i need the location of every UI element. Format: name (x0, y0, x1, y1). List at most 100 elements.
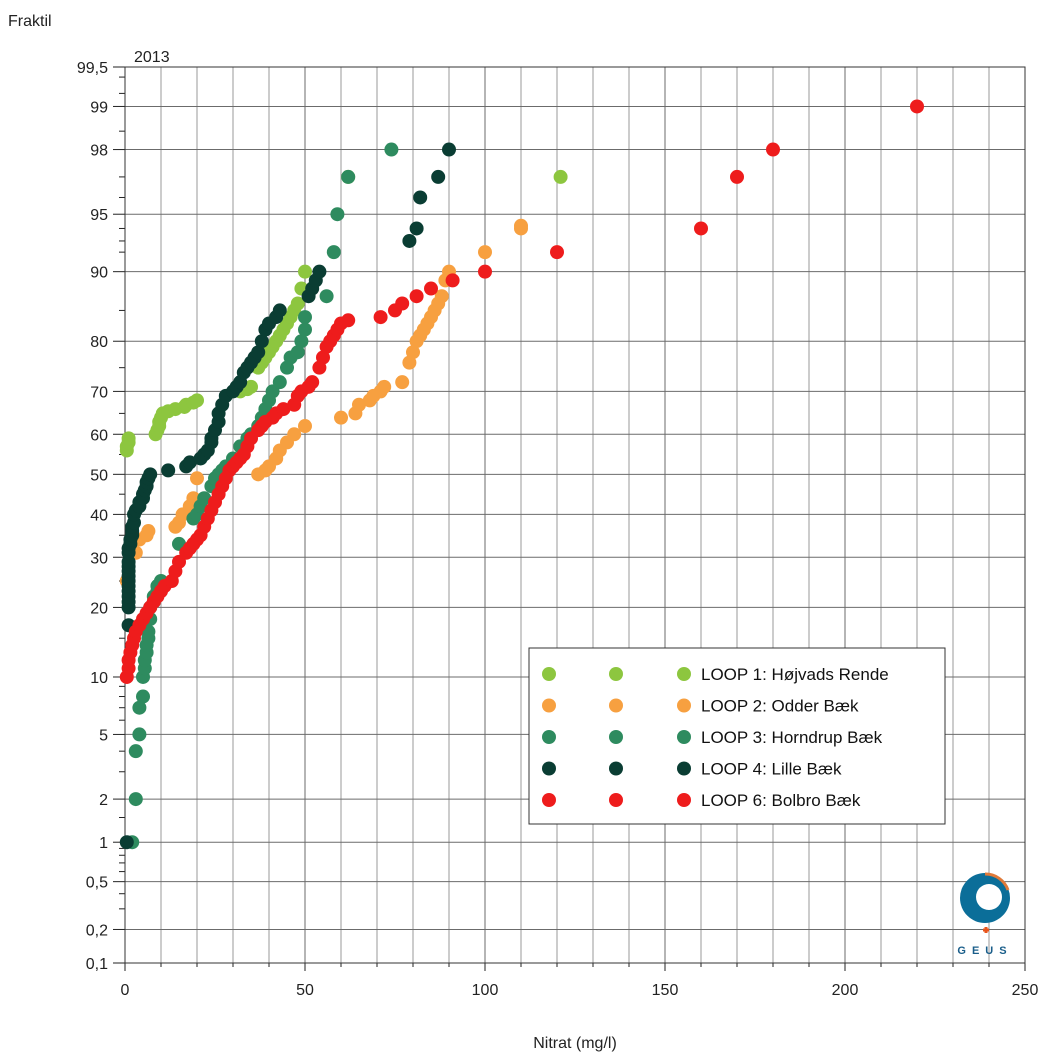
chart-title: 2013 (134, 49, 170, 66)
y-tick-label: 80 (90, 334, 108, 351)
y-tick-label: 0,5 (86, 875, 108, 892)
data-point (409, 289, 424, 304)
legend-marker (609, 793, 623, 807)
data-point (406, 345, 420, 360)
grid-lines (125, 66, 1025, 964)
data-point (431, 169, 446, 184)
data-point (287, 427, 302, 442)
data-point (377, 379, 392, 394)
data-point (136, 689, 150, 704)
data-point (384, 142, 399, 157)
data-point (128, 792, 143, 807)
geus-logo-cross (983, 927, 989, 933)
y-tick-label: 99,5 (77, 60, 108, 77)
data-point (478, 245, 492, 260)
y-axis-ticks: 0,1 0,2 0,5 1 2 5 10 20 30 40 50 60 70 80 90 95 98 99 99,5 (77, 60, 125, 973)
data-point (395, 375, 410, 390)
data-point (132, 700, 147, 715)
data-point (402, 233, 417, 248)
data-point (272, 303, 287, 318)
data-point (442, 142, 456, 157)
y-tick-label: 40 (90, 507, 108, 524)
data-point (290, 345, 305, 360)
data-point (197, 491, 212, 506)
data-point (478, 264, 492, 279)
data-point (352, 397, 366, 412)
data-point (694, 221, 708, 236)
y-tick-label: 5 (99, 727, 108, 744)
data-point (190, 471, 204, 486)
series-5 (119, 99, 924, 684)
data-point (514, 218, 528, 233)
y-tick-label: 0,2 (86, 922, 108, 939)
y-tick-label: 90 (90, 265, 108, 282)
data-point (330, 207, 345, 222)
x-axis-ticks: 0 50 100 150 200 250 (121, 963, 1039, 999)
data-point (298, 419, 312, 434)
data-point (254, 334, 269, 349)
legend-marker (542, 667, 556, 681)
data-point (434, 289, 449, 304)
legend-marker (609, 761, 623, 776)
legend-marker (677, 793, 691, 807)
data-point (334, 410, 348, 425)
data-point (141, 524, 156, 539)
y-tick-label: 2 (99, 792, 108, 809)
legend-marker (677, 667, 691, 681)
data-point (244, 379, 258, 394)
data-point (119, 835, 134, 850)
data-point (550, 245, 564, 260)
y-tick-label: 20 (90, 600, 108, 617)
y-tick-label: 30 (90, 550, 108, 567)
data-point (413, 190, 428, 205)
series-4 (119, 142, 456, 850)
y-tick-label: 10 (90, 670, 108, 687)
y-tick-label: 98 (90, 143, 108, 160)
legend-marker (677, 698, 691, 713)
data-point (132, 727, 147, 742)
legend-marker (542, 698, 556, 713)
data-points (119, 99, 924, 850)
data-point (312, 264, 327, 279)
series-3 (125, 142, 399, 850)
legend-box (528, 647, 946, 825)
x-tick-label: 250 (1012, 982, 1039, 999)
data-point (272, 375, 287, 390)
data-point (341, 313, 356, 328)
data-point (341, 169, 356, 184)
data-point (121, 431, 136, 446)
data-point (128, 744, 143, 759)
y-axis-title: Fraktil (8, 13, 52, 30)
legend-marker (677, 730, 691, 744)
data-point (373, 310, 388, 325)
x-tick-label: 150 (652, 982, 679, 999)
data-point (730, 169, 744, 184)
y-tick-label: 0,1 (86, 956, 108, 973)
data-point (290, 296, 305, 311)
x-axis-title: Nitrat (mg/l) (533, 1035, 617, 1052)
legend-label: LOOP 3: Horndrup Bæk (701, 728, 883, 747)
legend-marker (609, 667, 623, 681)
geus-logo-inner (976, 884, 1002, 910)
data-point (298, 322, 312, 337)
data-point (409, 221, 424, 236)
legend-label: LOOP 2: Odder Bæk (701, 697, 859, 716)
data-point (305, 375, 320, 390)
x-tick-label: 200 (832, 982, 859, 999)
y-tick-label: 99 (90, 99, 108, 116)
legend-label: LOOP 6: Bolbro Bæk (701, 791, 861, 810)
series-1 (119, 169, 568, 458)
data-point (424, 281, 438, 296)
x-tick-label: 100 (472, 982, 499, 999)
legend-marker (609, 730, 623, 744)
data-point (294, 334, 309, 349)
data-point (298, 264, 312, 279)
legend-marker (609, 698, 623, 713)
geus-logo-text: GEUS (957, 945, 1012, 957)
data-point (182, 455, 197, 470)
data-point (910, 99, 924, 114)
legend: LOOP 1: Højvads Rende LOOP 2: Odder Bæk LO… (528, 647, 946, 825)
data-point (251, 345, 266, 360)
legend-label: LOOP 4: Lille Bæk (701, 760, 842, 779)
